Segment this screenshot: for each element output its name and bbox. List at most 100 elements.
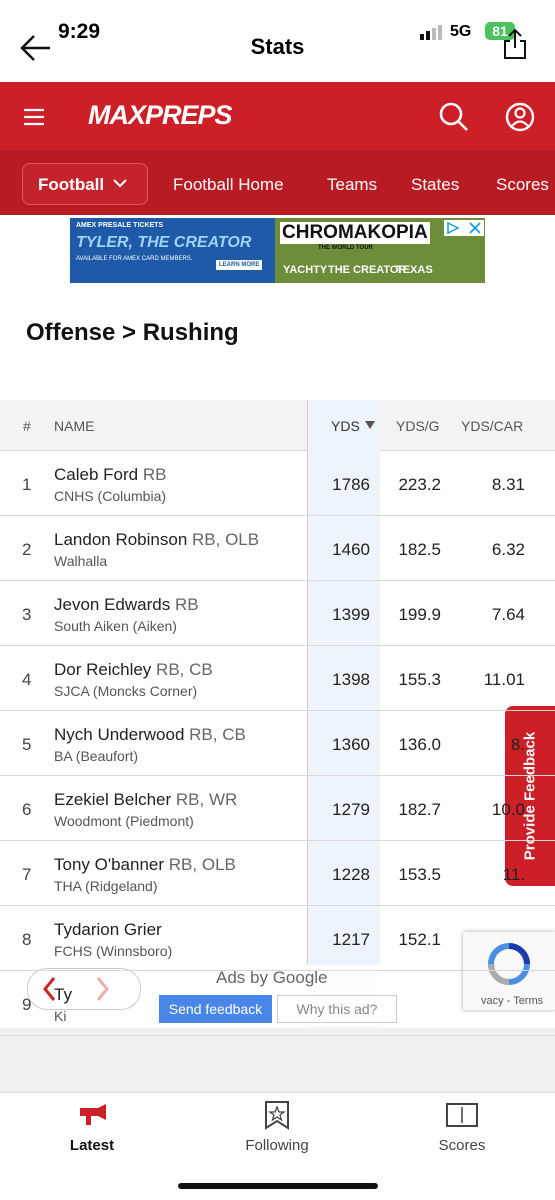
status-time: 9:29: [58, 20, 101, 43]
yds: 1786: [332, 475, 370, 494]
yds-per-game: 199.9: [398, 605, 441, 624]
player-name[interactable]: Landon Robinson RB, OLB: [54, 530, 260, 549]
yds-per-game: 223.2: [398, 475, 441, 494]
search-button[interactable]: [438, 101, 470, 133]
rank: 4: [22, 670, 32, 689]
table-row[interactable]: 2 Landon Robinson RB, OLB Walhalla 1460 182.…: [0, 516, 555, 581]
position: RB, WR: [175, 790, 238, 809]
school: Walhalla: [54, 553, 108, 569]
recaptcha-links[interactable]: vacy - Terms: [481, 995, 544, 1007]
rank: 2: [22, 540, 32, 559]
table-row[interactable]: 6 Ezekiel Belcher RB, WR Woodmont (Piedmon…: [0, 776, 555, 841]
yds-per-carry: 11.01: [483, 670, 525, 689]
ad-left[interactable]: [70, 218, 275, 283]
rank: 7: [22, 865, 32, 884]
home-indicator: [178, 1183, 378, 1189]
brand-logo[interactable]: MAXPREPS: [88, 100, 233, 130]
tab-label[interactable]: Latest: [69, 1137, 115, 1154]
ad-choices[interactable]: [444, 220, 484, 236]
table-header: [0, 400, 555, 451]
table-row[interactable]: 8 Tydarion Grier FCHS (Winnsboro) 1217 152.1: [0, 906, 555, 971]
sorted-column: [308, 400, 380, 1030]
ads-label: Ads by Google: [216, 968, 328, 987]
ad-headline: AMEX PRESALE TICKETS: [76, 222, 164, 229]
nav-link[interactable]: Football Home: [173, 175, 284, 194]
table-row[interactable]: 7 Tony O'banner RB, OLB THA (Ridgeland) 122…: [0, 841, 555, 906]
ad-act: TEXAS: [396, 264, 433, 276]
nav-link[interactable]: Teams: [327, 175, 378, 194]
why-ad-button[interactable]: Why this ad?: [277, 995, 397, 1023]
yds: 1399: [332, 605, 370, 624]
ad-nav-arrows[interactable]: [40, 975, 130, 1003]
column-header[interactable]: YDS/G: [396, 418, 440, 434]
sport-label: Football: [38, 175, 105, 194]
rank: 6: [22, 800, 32, 819]
player-name[interactable]: Nych Underwood RB, CB: [54, 725, 246, 744]
player-name[interactable]: Tydarion Grier: [54, 920, 162, 939]
recaptcha-icon: [488, 943, 530, 985]
ad-note: AVAILABLE FOR AMEX CARD MEMBERS.: [76, 256, 193, 262]
table-row[interactable]: 1 Caleb Ford RB CNHS (Columbia) 1786 223.2 8.…: [0, 451, 555, 516]
school: BA (Beaufort): [54, 748, 139, 764]
share-button[interactable]: [502, 28, 528, 60]
school: Woodmont (Piedmont): [54, 813, 194, 829]
feedback-tab[interactable]: [505, 706, 555, 886]
yds: 1228: [332, 865, 370, 884]
column-header[interactable]: YDS: [331, 418, 360, 434]
tab-label[interactable]: Following: [245, 1137, 309, 1154]
following-icon[interactable]: [264, 1100, 290, 1130]
player-name[interactable]: Dor Reichley RB, CB: [54, 660, 213, 679]
table-row[interactable]: 3 Jevon Edwards RB South Aiken (Aiken) 1399…: [0, 581, 555, 646]
player-name[interactable]: Ty: [54, 985, 72, 1004]
yds: 1217: [332, 930, 370, 949]
player-name[interactable]: Jevon Edwards RB: [54, 595, 199, 614]
player-name[interactable]: Tony O'banner RB, OLB: [54, 855, 236, 874]
send-feedback-button[interactable]: Send feedback: [159, 995, 272, 1023]
position: RB: [142, 465, 167, 484]
yds-per-game: 153.5: [398, 865, 441, 884]
position: RB: [174, 595, 199, 614]
latest-icon[interactable]: [78, 1102, 108, 1128]
player-name[interactable]: Ezekiel Belcher RB, WR: [54, 790, 238, 809]
account-button[interactable]: [504, 101, 536, 133]
yds: 1360: [332, 735, 370, 754]
back-button[interactable]: [18, 34, 52, 62]
rank: 8: [22, 930, 32, 949]
scores-icon[interactable]: [446, 1103, 478, 1127]
ad-button[interactable]: LEARN MORE: [216, 260, 263, 270]
column-header: NAME: [54, 418, 95, 434]
ad-right-title: CHROMAKOPIA: [280, 222, 430, 244]
brand-bar: [0, 82, 555, 150]
yds-per-game: 136.0: [398, 735, 441, 754]
yds-per-carry: 8.31: [491, 475, 525, 494]
battery: 81: [485, 22, 515, 40]
sport-selector[interactable]: [22, 163, 148, 205]
yds-per-carry: 10.0: [491, 800, 525, 819]
table-row[interactable]: 4 Dor Reichley RB, CB SJCA (Moncks Corner)…: [0, 646, 555, 711]
page-title: Stats: [250, 34, 305, 59]
table-row[interactable]: 9 Ty Ki: [0, 971, 555, 1036]
position: RB, CB: [156, 660, 213, 679]
school: THA (Ridgeland): [54, 878, 158, 894]
player-name[interactable]: Caleb Ford RB: [54, 465, 167, 484]
school: CNHS (Columbia): [54, 488, 167, 504]
nav-link[interactable]: States: [411, 175, 460, 194]
school: FCHS (Winnsboro): [54, 943, 173, 959]
school: South Aiken (Aiken): [54, 618, 177, 634]
yds-per-carry: 7.64: [491, 605, 525, 624]
column-divider: [307, 400, 308, 970]
table-row[interactable]: 5 Nych Underwood RB, CB BA (Beaufort) 1360 1…: [0, 711, 555, 776]
nav-link[interactable]: Scores: [496, 175, 549, 194]
rank: 1: [22, 475, 32, 494]
yds: 1460: [332, 540, 370, 559]
tab-label[interactable]: Scores: [438, 1137, 486, 1154]
position: RB, CB: [189, 725, 246, 744]
yds: 1279: [332, 800, 370, 819]
chevron: [113, 179, 127, 188]
yds-per-game: 182.7: [398, 800, 441, 819]
yds-per-carry: 6.32: [491, 540, 525, 559]
column-header: #: [23, 418, 31, 434]
rank: 5: [22, 735, 32, 754]
column-header[interactable]: YDS/CAR: [461, 418, 524, 434]
menu-button[interactable]: [24, 108, 46, 126]
